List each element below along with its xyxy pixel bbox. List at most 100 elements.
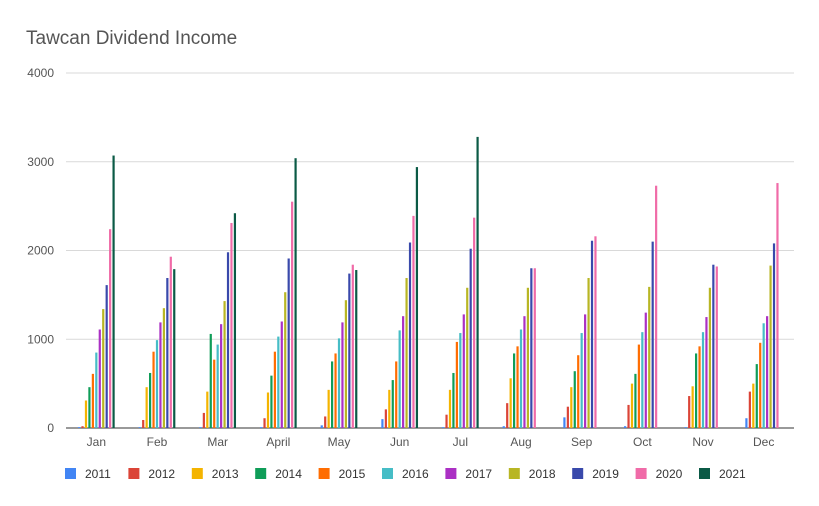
bar-2013-oct: [630, 383, 634, 428]
bar-2013-april: [266, 392, 270, 428]
bar-2016-sep: [580, 333, 583, 428]
legend-label-2017: 2017: [465, 467, 492, 481]
bar-2017-jan: [98, 329, 101, 428]
bar-2012-nov: [688, 396, 691, 428]
bar-2014-mar: [209, 333, 212, 428]
bar-2013-nov: [691, 386, 694, 428]
legend-swatch-2011: [65, 468, 76, 479]
bar-2014-feb: [149, 372, 152, 428]
legend-label-2011: 2011: [85, 467, 111, 481]
bar-2018-jun: [405, 278, 408, 428]
bar-2017-feb: [159, 322, 162, 428]
x-tick-label: Sep: [571, 435, 593, 449]
y-tick-label: 0: [47, 421, 54, 435]
bar-2011-may: [320, 425, 323, 428]
bar-2020-dec: [776, 183, 779, 428]
bar-2012-sep: [566, 406, 569, 428]
legend-swatch-2014: [255, 468, 267, 479]
bar-2019-april: [287, 258, 290, 428]
bar-2018-sep: [587, 278, 590, 428]
bar-2019-sep: [590, 240, 594, 428]
y-axis-ticks: 0 1000 2000 3000 4000: [27, 66, 54, 435]
bar-2017-jun: [402, 316, 405, 428]
bar-2018-mar: [223, 301, 226, 428]
bar-2018-jan: [102, 309, 105, 428]
bar-2021-may: [355, 270, 358, 428]
bar-2020-jul: [473, 217, 476, 428]
bar-2020-oct: [655, 185, 658, 428]
legend-swatch-2017: [445, 468, 457, 479]
bar-2013-jan: [84, 400, 88, 428]
legend-label-2018: 2018: [529, 467, 556, 481]
legend-swatch-2018: [508, 468, 520, 479]
bar-2020-nov: [715, 266, 718, 428]
y-tick-label: 2000: [27, 244, 54, 258]
legend-swatch-2013: [191, 468, 203, 479]
bar-2017-oct: [644, 312, 647, 428]
bar-2017-dec: [766, 316, 769, 428]
bar-2015-jun: [395, 361, 398, 428]
bar-2019-mar: [226, 252, 230, 428]
bar-2019-oct: [651, 241, 654, 428]
bar-2012-april: [263, 418, 266, 428]
bar-2012-feb: [142, 420, 145, 428]
bar-2013-sep: [570, 387, 573, 428]
bar-2020-mar: [230, 222, 233, 428]
bar-2012-oct: [627, 404, 630, 428]
bar-2016-mar: [216, 344, 219, 428]
bar-2019-aug: [530, 268, 533, 428]
legend-swatch-2012: [128, 468, 140, 479]
bar-2020-may: [351, 264, 354, 428]
bar-2011-feb: [138, 427, 141, 428]
x-tick-label: May: [328, 435, 351, 449]
bar-2011-nov: [684, 427, 687, 428]
bar-2020-april: [291, 201, 294, 428]
bar-2015-sep: [577, 355, 580, 428]
bar-2014-aug: [513, 353, 516, 428]
bar-2015-april: [273, 351, 276, 428]
bar-2021-jul: [476, 136, 479, 428]
bar-2015-oct: [637, 344, 640, 428]
bar-2019-dec: [772, 243, 776, 428]
bar-2019-jan: [105, 285, 108, 428]
x-tick-label: Oct: [633, 435, 652, 449]
bar-2018-jul: [466, 287, 469, 428]
bar-2019-jun: [408, 242, 412, 428]
legend-label-2021: 2021: [719, 467, 746, 481]
bar-2018-dec: [769, 265, 772, 428]
x-tick-label: Jul: [453, 435, 468, 449]
bars: [77, 136, 779, 428]
bar-2014-jun: [391, 380, 394, 428]
legend: 2011 2012 2013 2014 2015 2016 2017 2018 2019 2020…: [65, 467, 746, 481]
bar-2014-nov: [695, 353, 698, 428]
bar-2016-dec: [762, 323, 765, 428]
bar-2013-dec: [752, 383, 755, 428]
bar-2018-feb: [162, 308, 165, 428]
bar-2014-sep: [573, 371, 576, 428]
bar-2013-feb: [145, 387, 148, 428]
bar-2014-dec: [755, 364, 758, 428]
bar-2015-dec: [759, 342, 762, 428]
bar-2011-jul: [441, 427, 445, 428]
bar-2016-may: [337, 338, 341, 428]
bar-2015-nov: [698, 346, 701, 428]
bar-2015-jan: [91, 373, 94, 428]
bar-2016-jan: [95, 352, 98, 428]
bar-2011-mar: [199, 427, 202, 428]
bar-2016-aug: [519, 329, 523, 428]
bar-2017-april: [280, 321, 283, 428]
bar-2020-jan: [109, 229, 112, 428]
legend-swatch-2019: [572, 468, 584, 479]
bar-2012-aug: [506, 403, 509, 428]
x-tick-label: Aug: [510, 435, 531, 449]
bar-2016-jul: [459, 333, 462, 428]
legend-label-2016: 2016: [402, 467, 429, 481]
bar-2021-mar: [233, 213, 237, 428]
y-tick-label: 3000: [27, 155, 54, 169]
legend-label-2012: 2012: [148, 467, 175, 481]
legend-label-2014: 2014: [275, 467, 302, 481]
bar-2020-jun: [412, 215, 415, 428]
bar-2017-nov: [705, 317, 708, 428]
bar-2017-may: [341, 322, 344, 428]
